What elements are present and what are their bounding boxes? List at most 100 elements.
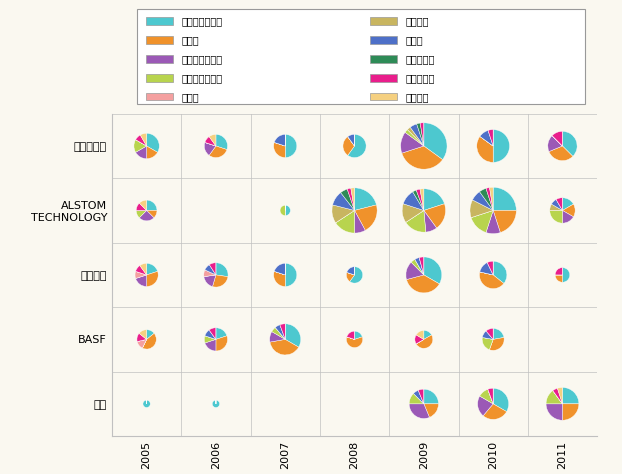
Wedge shape (274, 142, 285, 146)
FancyBboxPatch shape (369, 74, 397, 82)
Wedge shape (424, 123, 447, 160)
Wedge shape (553, 391, 562, 404)
Text: ドイツ: ドイツ (182, 91, 199, 102)
Wedge shape (480, 272, 493, 275)
Text: オーストラリア: オーストラリア (182, 54, 223, 64)
Wedge shape (212, 400, 220, 408)
Wedge shape (346, 273, 355, 275)
Wedge shape (136, 271, 147, 275)
Wedge shape (205, 142, 216, 146)
Wedge shape (424, 257, 442, 284)
Wedge shape (409, 393, 424, 404)
Wedge shape (346, 337, 355, 339)
Wedge shape (406, 210, 426, 232)
Wedge shape (274, 271, 285, 275)
Wedge shape (401, 132, 424, 153)
Wedge shape (270, 339, 299, 355)
Wedge shape (562, 204, 575, 217)
Wedge shape (552, 136, 562, 146)
Wedge shape (486, 331, 493, 339)
Wedge shape (487, 261, 493, 275)
Wedge shape (205, 336, 216, 339)
Wedge shape (346, 331, 355, 339)
Wedge shape (285, 264, 297, 286)
Wedge shape (205, 142, 216, 146)
Wedge shape (424, 389, 439, 404)
Wedge shape (209, 330, 216, 339)
Wedge shape (140, 264, 147, 275)
Wedge shape (346, 273, 355, 275)
Wedge shape (280, 205, 285, 216)
Wedge shape (414, 393, 424, 404)
Wedge shape (274, 142, 285, 157)
Wedge shape (274, 135, 285, 146)
Wedge shape (147, 133, 159, 152)
Wedge shape (562, 387, 579, 404)
Wedge shape (348, 137, 355, 146)
Wedge shape (205, 142, 216, 146)
Wedge shape (493, 328, 504, 339)
Wedge shape (552, 200, 562, 210)
Wedge shape (403, 192, 424, 210)
Wedge shape (482, 337, 493, 339)
Wedge shape (142, 339, 147, 348)
Wedge shape (562, 210, 573, 223)
Wedge shape (136, 271, 147, 275)
Wedge shape (336, 210, 355, 223)
Wedge shape (274, 264, 285, 275)
Wedge shape (346, 337, 355, 339)
Wedge shape (424, 404, 439, 418)
Wedge shape (341, 189, 355, 210)
Wedge shape (557, 387, 562, 404)
Wedge shape (480, 272, 493, 275)
Wedge shape (204, 275, 216, 287)
FancyBboxPatch shape (137, 9, 585, 104)
Wedge shape (416, 189, 424, 210)
Wedge shape (137, 339, 147, 348)
Wedge shape (351, 188, 355, 210)
Wedge shape (490, 339, 493, 350)
Wedge shape (555, 268, 562, 275)
Wedge shape (493, 129, 509, 163)
Wedge shape (488, 388, 493, 404)
Wedge shape (410, 124, 424, 146)
Wedge shape (285, 324, 301, 347)
Wedge shape (480, 130, 493, 146)
Wedge shape (406, 262, 424, 280)
Wedge shape (136, 271, 147, 275)
Wedge shape (348, 135, 355, 146)
Wedge shape (140, 133, 147, 146)
Wedge shape (204, 270, 216, 277)
Wedge shape (280, 325, 285, 339)
Wedge shape (488, 130, 493, 146)
Wedge shape (480, 188, 493, 210)
Wedge shape (348, 137, 355, 146)
Wedge shape (136, 275, 147, 279)
Wedge shape (550, 210, 562, 223)
Wedge shape (216, 263, 228, 277)
Wedge shape (416, 330, 424, 339)
Wedge shape (546, 404, 562, 420)
Wedge shape (424, 210, 437, 232)
Wedge shape (347, 188, 355, 210)
Wedge shape (486, 328, 493, 339)
Text: ノルウェー: ノルウェー (406, 73, 435, 83)
FancyBboxPatch shape (369, 93, 397, 100)
FancyBboxPatch shape (146, 17, 173, 25)
Wedge shape (552, 131, 562, 146)
Wedge shape (147, 210, 157, 218)
Wedge shape (346, 273, 355, 275)
Wedge shape (480, 263, 493, 275)
Wedge shape (480, 272, 493, 275)
Wedge shape (473, 191, 493, 210)
Wedge shape (204, 275, 216, 277)
Wedge shape (136, 265, 147, 275)
Wedge shape (548, 136, 562, 152)
Wedge shape (355, 188, 376, 210)
Wedge shape (205, 330, 216, 339)
Wedge shape (416, 335, 433, 348)
Wedge shape (274, 271, 285, 275)
FancyBboxPatch shape (369, 36, 397, 44)
Wedge shape (336, 210, 355, 233)
Wedge shape (470, 200, 493, 218)
